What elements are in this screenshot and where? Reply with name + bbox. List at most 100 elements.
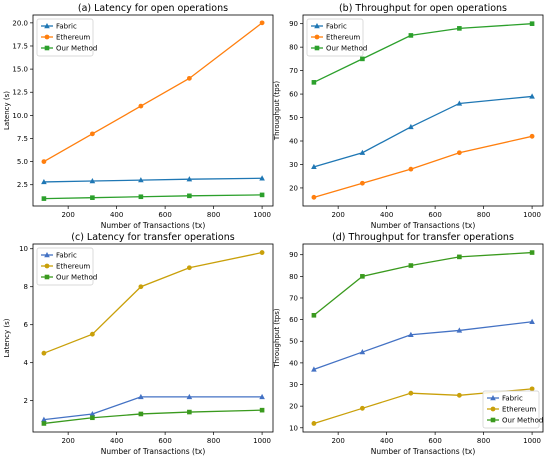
data-point — [41, 159, 47, 165]
data-point — [138, 411, 144, 417]
y-tick-label: 8 — [24, 283, 28, 291]
y-tick-label: 10 — [289, 424, 298, 432]
data-point — [457, 26, 462, 31]
legend-box — [306, 18, 364, 57]
x-tick-label: 600 — [158, 211, 171, 219]
data-point — [138, 393, 144, 400]
data-point — [311, 366, 317, 372]
y-tick-label: 2.5 — [17, 181, 28, 189]
data-point — [41, 350, 47, 356]
y-axis-label: Latency (s) — [3, 91, 11, 130]
y-tick-label: 6 — [24, 321, 29, 329]
legend-marker — [44, 23, 50, 29]
x-axis-label: Number of Transactions (tx) — [371, 447, 476, 456]
series-line-our-method — [43, 194, 263, 200]
data-point — [359, 349, 366, 355]
legend-marker — [490, 417, 496, 423]
plot-frame — [302, 14, 544, 207]
y-tick-label: 80 — [289, 273, 298, 281]
data-point — [186, 75, 192, 81]
data-point — [41, 196, 47, 201]
legend-marker — [490, 406, 496, 412]
legend-label: Our Method — [326, 45, 367, 53]
data-point — [187, 409, 192, 415]
series-line-fabric — [313, 321, 533, 370]
data-point — [259, 250, 265, 255]
legend-marker — [44, 34, 50, 40]
y-tick-label: 4 — [24, 359, 29, 367]
y-tick-label: 12.5 — [12, 89, 28, 97]
y-axis-label: Latency (s) — [3, 318, 11, 357]
legend: Fabric Ethereum Our Method — [306, 18, 367, 57]
y-tick-label: 7.5 — [17, 135, 28, 143]
legend-label: Ethereum — [56, 34, 90, 42]
legend-marker — [314, 34, 320, 40]
y-tick-label: 15.0 — [12, 66, 28, 74]
data-point — [41, 178, 47, 185]
data-point — [89, 178, 96, 184]
y-axis-label: Throughput (tps) — [273, 308, 281, 368]
legend-label: Fabric — [56, 23, 77, 31]
series-line-fabric — [43, 396, 263, 421]
y-tick-label: 30 — [289, 381, 298, 389]
data-point — [529, 250, 535, 255]
x-tick-label: 400 — [110, 211, 123, 219]
y-tick-label: 20 — [289, 184, 298, 192]
legend-marker — [44, 274, 50, 280]
y-tick-label: 30 — [289, 161, 298, 169]
data-point — [311, 194, 317, 200]
x-tick-label: 800 — [207, 211, 220, 219]
data-point — [529, 21, 535, 26]
y-tick-label: 70 — [289, 294, 298, 302]
data-point — [259, 175, 265, 181]
data-point — [359, 149, 366, 155]
data-point — [408, 123, 414, 130]
data-point — [186, 176, 193, 182]
legend-marker — [490, 395, 496, 401]
data-point — [186, 393, 193, 400]
y-tick-label: 17.5 — [12, 42, 28, 50]
data-point — [89, 131, 95, 137]
y-tick-label: 20 — [289, 403, 298, 411]
x-tick-label: 600 — [158, 437, 171, 445]
legend: Fabric Ethereum Our Method — [36, 247, 97, 286]
data-point — [90, 195, 95, 200]
data-point — [138, 284, 144, 290]
plot-frame — [32, 14, 274, 207]
legend-marker — [44, 252, 50, 258]
y-tick-label: 5.0 — [17, 158, 28, 166]
y-tick-label: 20.0 — [12, 19, 28, 27]
data-point — [187, 193, 192, 199]
y-tick-label: 70 — [289, 67, 298, 75]
x-axis-label: Number of Transactions (tx) — [371, 221, 476, 230]
data-point — [359, 180, 365, 186]
data-point — [408, 331, 414, 337]
x-tick-label: 400 — [110, 437, 123, 445]
chart-panel-2: (c) Latency for transfer operations 200 40… — [3, 232, 274, 456]
chart-panel-1: (b) Throughput for open operations 200 400… — [273, 3, 544, 230]
y-tick-label: 60 — [289, 91, 298, 99]
legend-label: Our Method — [56, 274, 97, 282]
x-tick-label: 800 — [477, 437, 490, 445]
series-line-our-method — [43, 409, 263, 425]
legend-label: Fabric — [56, 252, 77, 260]
data-point — [360, 56, 365, 62]
y-tick-label: 50 — [289, 114, 298, 122]
data-point — [41, 421, 47, 426]
chart-panel-3: (d) Throughput for transfer operations 20… — [273, 232, 544, 456]
plot-frame — [32, 243, 274, 433]
x-tick-label: 600 — [428, 211, 441, 219]
x-tick-label: 200 — [331, 437, 344, 445]
x-axis-label: Number of Transactions (tx) — [101, 221, 206, 230]
data-point — [360, 274, 365, 279]
y-tick-label: 10 — [19, 245, 28, 253]
data-point — [89, 410, 96, 417]
legend-label: Our Method — [56, 45, 97, 53]
data-point — [456, 150, 462, 156]
data-point — [529, 318, 535, 324]
data-point — [408, 33, 414, 38]
y-tick-label: 2 — [24, 397, 28, 405]
data-point — [138, 194, 144, 200]
x-tick-label: 800 — [207, 437, 220, 445]
